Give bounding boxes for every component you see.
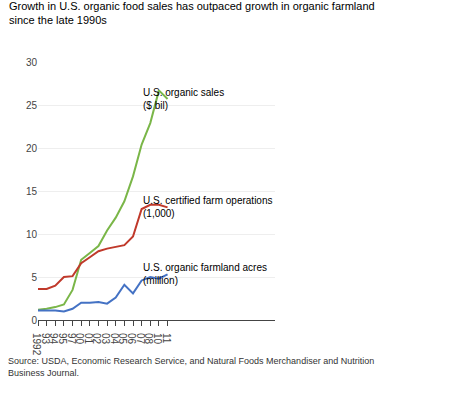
svg-text:08: 08 [143,333,154,345]
svg-text:Growth in U.S. organic food sa: Growth in U.S. organic food sales has ou… [9,0,375,26]
svg-text:95: 95 [57,333,68,345]
svg-text:30: 30 [26,57,38,68]
svg-text:U.S. organic sales($ bil): U.S. organic sales($ bil) [143,87,224,111]
svg-text:U.S. certified farm operations: U.S. certified farm operations(1,000) [143,195,273,219]
svg-text:Source: USDA, Economic Researc: Source: USDA, Economic Research Service,… [8,356,374,378]
svg-text:20: 20 [26,143,38,154]
svg-text:00: 00 [74,333,85,345]
svg-text:5: 5 [31,272,37,283]
svg-text:10: 10 [26,229,38,240]
svg-text:04: 04 [109,333,120,345]
svg-text:01: 01 [83,333,94,345]
svg-text:1992: 1992 [31,333,42,356]
svg-text:10: 10 [152,333,163,345]
svg-text:05: 05 [117,333,128,345]
svg-text:94: 94 [48,333,59,345]
svg-text:02: 02 [91,333,102,345]
svg-text:25: 25 [26,100,38,111]
svg-text:11: 11 [161,333,172,344]
svg-text:97: 97 [66,333,77,345]
svg-text:0: 0 [31,315,37,326]
svg-text:03: 03 [100,333,111,345]
svg-text:U.S. organic farmland acres(mi: U.S. organic farmland acres(million) [143,262,267,286]
svg-text:15: 15 [26,186,38,197]
svg-text:06: 06 [126,333,137,345]
svg-text:07: 07 [135,333,146,345]
svg-text:93: 93 [40,333,51,345]
